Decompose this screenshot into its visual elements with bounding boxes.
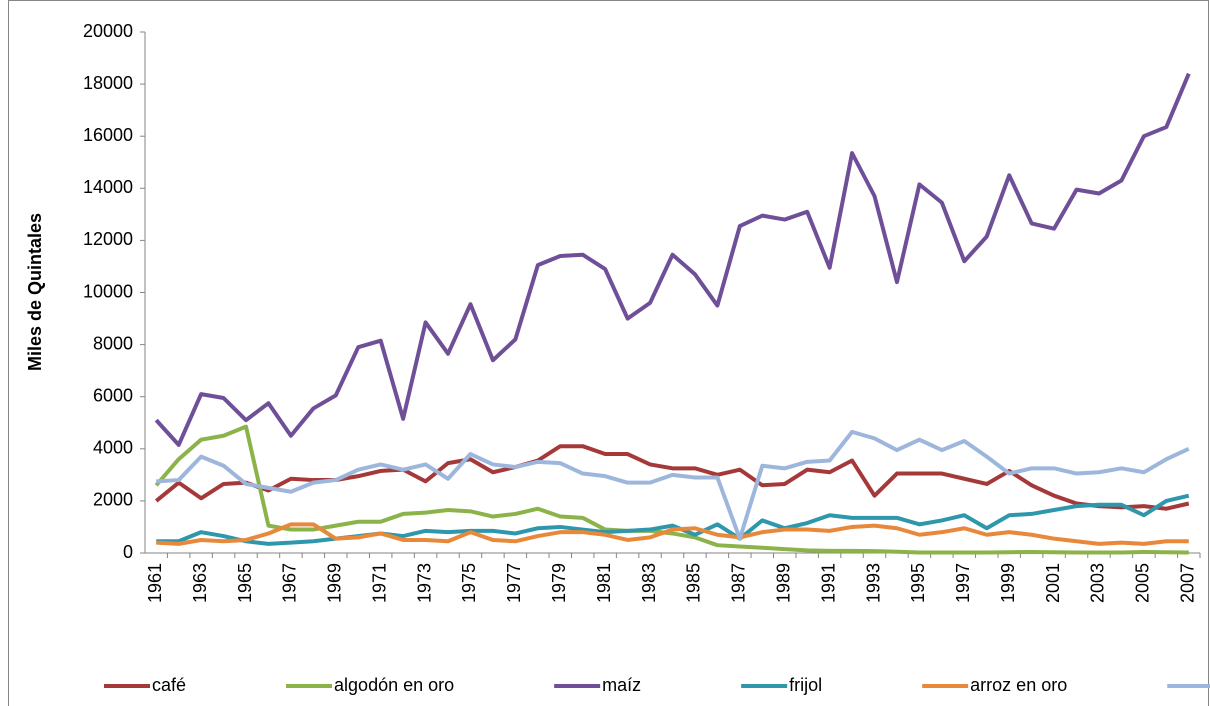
x-tick-label: 1987	[729, 563, 749, 603]
x-tick-label: 1999	[998, 563, 1018, 603]
series-line	[156, 429, 1190, 541]
x-tick-label: 1989	[773, 563, 793, 603]
x-tick-label: 1981	[594, 563, 614, 603]
y-tick-label: 2000	[93, 490, 133, 510]
x-tick-label: 2005	[1133, 563, 1153, 603]
y-tick-label: 4000	[93, 438, 133, 458]
x-tick-label: 1961	[145, 563, 165, 603]
x-tick-label: 1997	[953, 563, 973, 603]
y-axis-label: Miles de Quintales	[25, 213, 45, 371]
y-tick-label: 16000	[83, 125, 133, 145]
x-tick-label: 1977	[504, 563, 524, 603]
y-tick-label: 10000	[83, 281, 133, 301]
series-line	[154, 424, 1189, 555]
legend-label: arroz en oro	[970, 675, 1067, 695]
y-tick-label: 0	[123, 542, 133, 562]
series-line	[154, 72, 1191, 447]
x-tick-label: 1985	[684, 563, 704, 603]
legend-label: café	[152, 675, 186, 695]
x-tick-label: 1991	[818, 563, 838, 603]
chart-border	[8, 0, 1209, 706]
x-tick-label: 1983	[639, 563, 659, 603]
x-tick-label: 2001	[1043, 563, 1063, 603]
x-tick-label: 1963	[190, 563, 210, 603]
x-tick-label: 1965	[235, 563, 255, 603]
y-tick-label: 8000	[93, 333, 133, 353]
x-tick-label: 1967	[280, 563, 300, 603]
series-line	[154, 444, 1190, 511]
legend-label: algodón en oro	[334, 675, 454, 695]
series-line	[156, 522, 1189, 546]
x-tick-label: 2007	[1178, 563, 1198, 603]
x-tick-label: 1993	[863, 563, 883, 603]
y-tick-label: 6000	[93, 385, 133, 405]
x-tick-label: 1973	[414, 563, 434, 603]
x-tick-label: 1971	[369, 563, 389, 603]
x-tick-label: 1995	[908, 563, 928, 603]
x-tick-label: 1969	[325, 563, 345, 603]
x-tick-label: 2003	[1088, 563, 1108, 603]
y-tick-label: 20000	[83, 21, 133, 41]
legend-label: frijol	[789, 675, 822, 695]
y-tick-label: 12000	[83, 229, 133, 249]
y-tick-label: 18000	[83, 73, 133, 93]
x-tick-label: 1979	[549, 563, 569, 603]
legend-label: maíz	[602, 675, 641, 695]
series-line	[156, 493, 1190, 546]
x-tick-label: 1975	[459, 563, 479, 603]
y-tick-label: 14000	[83, 177, 133, 197]
